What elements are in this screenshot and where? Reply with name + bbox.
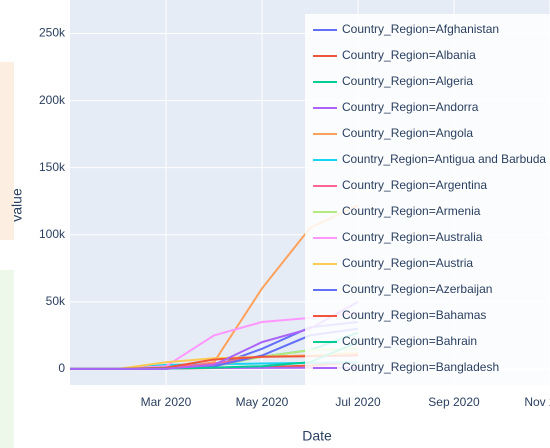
y-tick-label: 50k — [46, 294, 66, 308]
legend-label: Country_Region=Antigua and Barbuda — [342, 152, 546, 166]
x-tick-label: Nov 2020 — [524, 395, 550, 409]
legend-label: Country_Region=Andorra — [342, 100, 479, 114]
x-tick-label: Sep 2020 — [428, 395, 480, 409]
legend-label: Country_Region=Australia — [342, 230, 483, 244]
y-tick-label: 250k — [39, 26, 66, 40]
legend-label: Country_Region=Bahamas — [342, 308, 486, 322]
side-panel — [0, 270, 14, 448]
legend-label: Country_Region=Afghanistan — [342, 22, 499, 36]
legend-label: Country_Region=Bangladesh — [342, 360, 499, 374]
y-tick-label: 200k — [39, 93, 66, 107]
y-tick-label: 150k — [39, 160, 66, 174]
legend-background — [305, 14, 550, 386]
legend-label: Country_Region=Argentina — [342, 178, 487, 192]
x-tick-label: May 2020 — [236, 395, 289, 409]
legend-label: Country_Region=Angola — [342, 126, 473, 140]
y-axis-title: value — [9, 188, 25, 222]
side-panel — [0, 62, 14, 240]
legend-label: Country_Region=Bahrain — [342, 334, 477, 348]
legend-label: Country_Region=Austria — [342, 256, 473, 270]
legend-label: Country_Region=Azerbaijan — [342, 282, 492, 296]
y-tick-label: 0 — [58, 361, 65, 375]
x-tick-label: Jul 2020 — [335, 395, 381, 409]
y-tick-label: 100k — [39, 227, 66, 241]
legend-label: Country_Region=Albania — [342, 48, 476, 62]
legend-label: Country_Region=Algeria — [342, 74, 473, 88]
x-tick-label: Mar 2020 — [141, 395, 192, 409]
x-axis-title: Date — [302, 428, 332, 444]
legend-label: Country_Region=Armenia — [342, 204, 481, 218]
